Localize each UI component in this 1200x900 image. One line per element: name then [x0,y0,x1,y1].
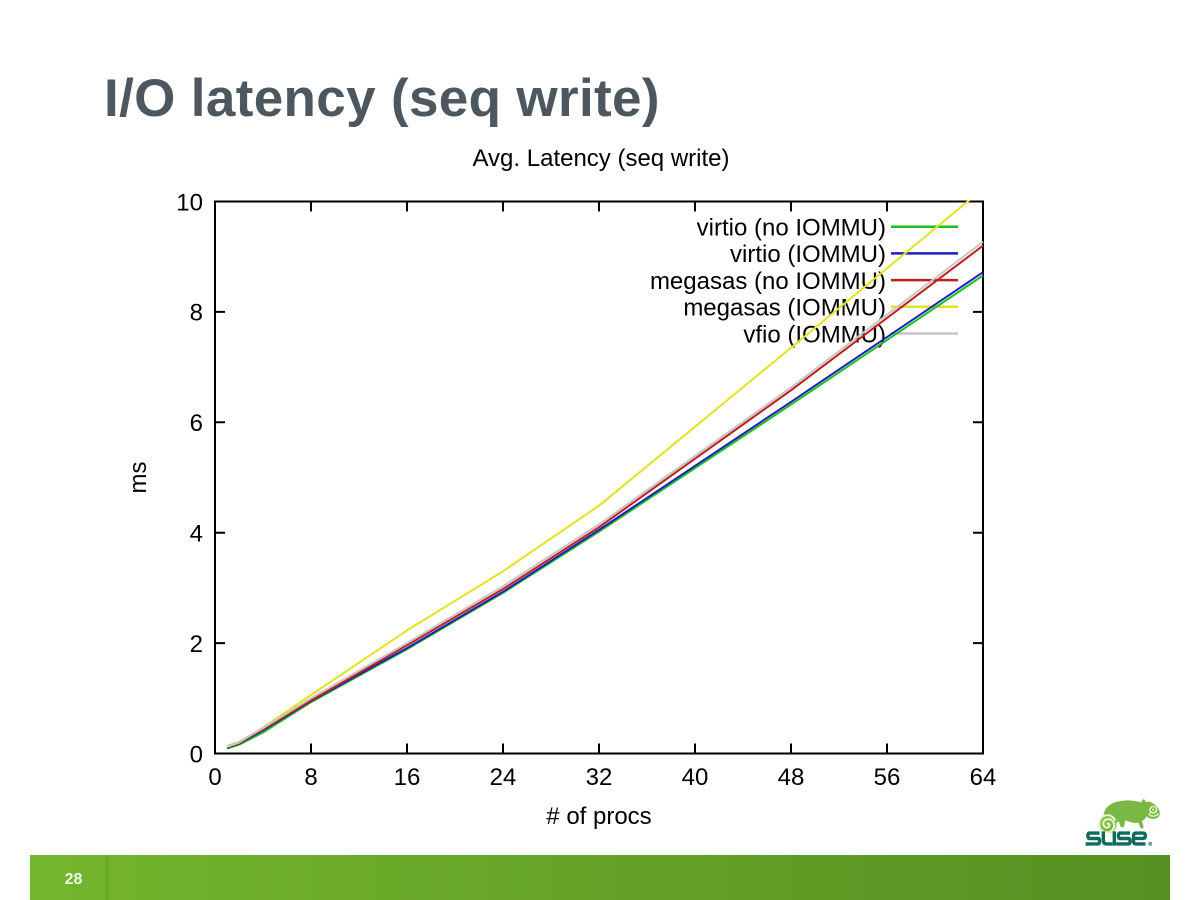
svg-text:8: 8 [304,764,317,791]
svg-text:4: 4 [190,521,203,548]
svg-text:megasas (no IOMMU): megasas (no IOMMU) [650,268,886,295]
svg-text:64: 64 [970,764,997,791]
svg-text:10: 10 [176,189,203,216]
svg-text:32: 32 [586,764,613,791]
svg-text:megasas (IOMMU): megasas (IOMMU) [683,295,886,322]
svg-text:8: 8 [190,300,203,327]
svg-text:24: 24 [490,764,517,791]
svg-text:0: 0 [208,764,221,791]
svg-text:16: 16 [394,764,421,791]
svg-text:2: 2 [190,631,203,658]
svg-text:ms: ms [125,462,152,494]
svg-text:0: 0 [190,741,203,768]
svg-text:48: 48 [778,764,805,791]
svg-text:virtio (IOMMU): virtio (IOMMU) [730,241,886,268]
svg-text:# of procs: # of procs [546,803,651,830]
svg-text:56: 56 [874,764,901,791]
svg-text:virtio (no IOMMU): virtio (no IOMMU) [697,215,886,242]
svg-text:40: 40 [682,764,709,791]
svg-text:vfio (IOMMU): vfio (IOMMU) [743,321,886,348]
svg-text:Avg. Latency (seq write): Avg. Latency (seq write) [472,145,729,172]
svg-text:6: 6 [190,410,203,437]
